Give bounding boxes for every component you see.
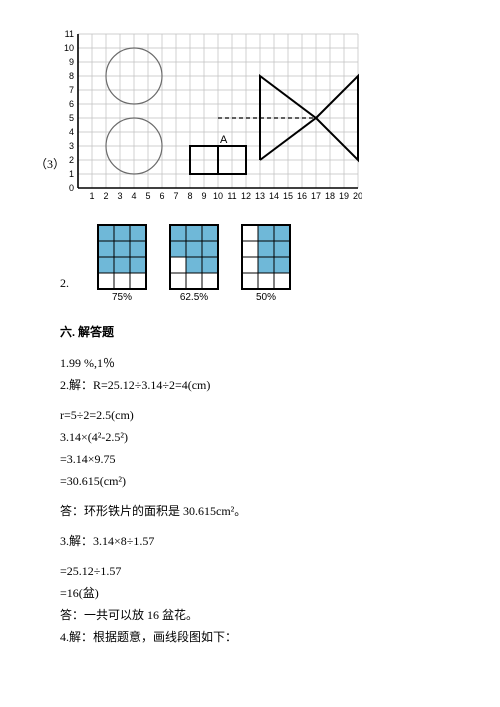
answer-line: 1.99 %,1％ (60, 354, 440, 372)
graph-figure: （3） 123456789101112131415161718192001234… (60, 30, 440, 202)
svg-text:3: 3 (117, 191, 122, 201)
svg-text:4: 4 (131, 191, 136, 201)
coordinate-grid: 1234567891011121314151617181920012345678… (60, 30, 362, 202)
svg-text:A: A (220, 134, 228, 146)
svg-text:20: 20 (353, 191, 362, 201)
mini-grid-1-svg (97, 224, 147, 290)
svg-text:0: 0 (69, 183, 74, 193)
svg-text:9: 9 (201, 191, 206, 201)
mini-grid-2-svg (169, 224, 219, 290)
svg-text:11: 11 (227, 191, 236, 201)
svg-text:5: 5 (69, 113, 74, 123)
svg-text:9: 9 (69, 57, 74, 67)
answer-line: =3.14×9.75 (60, 450, 440, 468)
svg-text:5: 5 (145, 191, 150, 201)
mini-grid-3: 50% (241, 224, 291, 303)
svg-text:19: 19 (339, 191, 349, 201)
svg-text:11: 11 (65, 30, 74, 39)
answer-line: 2.解：R=25.12÷3.14÷2=4(cm) (60, 376, 440, 394)
answer-line: =25.12÷1.57 (60, 562, 440, 580)
answer-line: 4.解：根据题意，画线段图如下： (60, 628, 440, 646)
svg-text:1: 1 (69, 169, 74, 179)
answer-line: 答：一共可以放 16 盆花。 (60, 606, 440, 624)
svg-text:17: 17 (311, 191, 321, 201)
svg-text:10: 10 (64, 43, 74, 53)
percent-label-3: 50% (256, 292, 276, 303)
svg-text:6: 6 (159, 191, 164, 201)
svg-text:2: 2 (69, 155, 74, 165)
answer-line: 答：环形铁片的面积是 30.615cm²。 (60, 502, 440, 520)
svg-text:12: 12 (241, 191, 251, 201)
svg-text:3: 3 (69, 141, 74, 151)
svg-text:8: 8 (187, 191, 192, 201)
svg-text:2: 2 (103, 191, 108, 201)
svg-text:13: 13 (255, 191, 265, 201)
figure-label: （3） (35, 155, 65, 172)
answer-line: 3.解：3.14×8÷1.57 (60, 532, 440, 550)
svg-text:15: 15 (283, 191, 293, 201)
svg-text:16: 16 (297, 191, 307, 201)
percent-label-1: 75% (112, 292, 132, 303)
percentage-grids-row: 2. 75% 62.5% 50% (60, 224, 440, 303)
svg-text:14: 14 (269, 191, 279, 201)
svg-text:7: 7 (69, 85, 74, 95)
answers-block: 1.99 %,1％ 2.解：R=25.12÷3.14÷2=4(cm) r=5÷2… (60, 354, 440, 646)
answer-line: r=5÷2=2.5(cm) (60, 406, 440, 424)
svg-text:4: 4 (69, 127, 74, 137)
mini-grid-2: 62.5% (169, 224, 219, 303)
answer-line: =30.615(cm²) (60, 472, 440, 490)
section-title: 六. 解答题 (60, 323, 440, 340)
question-2-label: 2. (60, 276, 69, 291)
svg-text:1: 1 (89, 191, 94, 201)
answer-line: 3.14×(4²-2.5²) (60, 428, 440, 446)
svg-text:8: 8 (69, 71, 74, 81)
mini-grid-1: 75% (97, 224, 147, 303)
svg-text:6: 6 (69, 99, 74, 109)
svg-text:18: 18 (325, 191, 335, 201)
svg-text:10: 10 (213, 191, 223, 201)
mini-grid-3-svg (241, 224, 291, 290)
svg-text:7: 7 (173, 191, 178, 201)
percent-label-2: 62.5% (180, 292, 208, 303)
answer-line: =16(盆) (60, 584, 440, 602)
